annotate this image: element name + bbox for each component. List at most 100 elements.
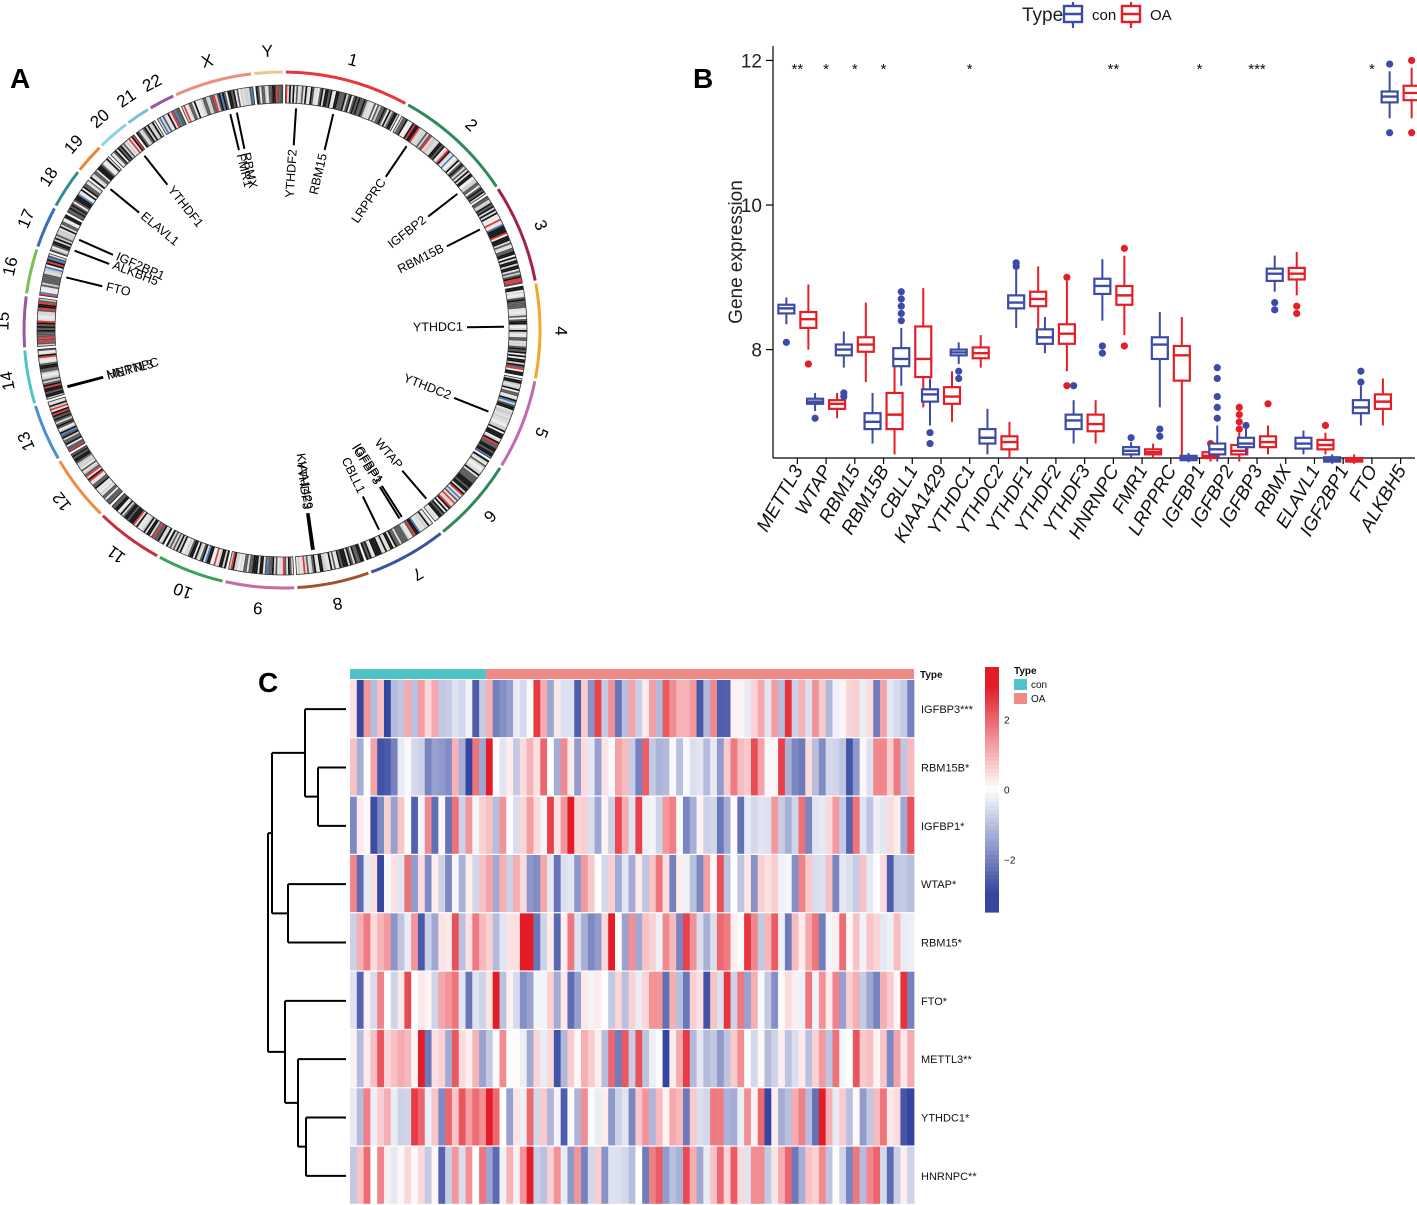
- gene-link-ALKBH5: [74, 249, 110, 265]
- chromosome-arc-1: [285, 70, 407, 105]
- box-con-IGFBP1: [1179, 452, 1198, 463]
- chromosome-label-18: 18: [36, 164, 62, 190]
- outlier-OA-METTL3: [804, 360, 812, 368]
- gene-label-HNRNPC: HNRNPC: [105, 355, 160, 382]
- gene-label-YTHDC1: YTHDC1: [413, 320, 463, 335]
- outlier-con-IGFBP2: [1213, 364, 1221, 372]
- outlier-con-RBMX: [1271, 306, 1279, 314]
- ideogram-2: [392, 115, 487, 205]
- ideogram-19: [89, 156, 122, 190]
- legend-title: Type: [1022, 5, 1063, 26]
- box-OA-YTHDC1: [971, 335, 990, 368]
- chromosome-arc-7: [370, 532, 442, 574]
- heatmap-row-RBM15*: [350, 913, 915, 971]
- outlier-con-IGFBP2: [1213, 403, 1221, 412]
- outlier-con-KIAA1429: [926, 429, 934, 437]
- chromosome-arc-5: [500, 381, 537, 467]
- outlier-OA-HNRNPC: [1120, 244, 1128, 252]
- chromosome-label-4: 4: [551, 326, 570, 336]
- box-con-RBMX: [1265, 255, 1284, 314]
- gene-label-YTHDC2: YTHDC2: [402, 371, 454, 402]
- box-con-ELAVL1: [1294, 430, 1313, 455]
- outlier-OA-IGFBP2: [1235, 418, 1243, 426]
- box-con-RBM15: [834, 331, 853, 401]
- chromosome-label-7: 7: [409, 563, 427, 584]
- box-OA-LRPPRC: [1172, 317, 1191, 458]
- row-label: IGFBP1*: [921, 821, 965, 833]
- chromosome-arc-16: [25, 248, 39, 294]
- legend-con-label: con: [1092, 7, 1116, 24]
- chromosome-label-20: 20: [86, 105, 113, 132]
- outlier-con-CBLL1: [897, 309, 905, 318]
- row-label: HNRNPC**: [921, 1171, 977, 1183]
- ideogram-22: [156, 107, 187, 136]
- box-con-CBLL1: [892, 288, 911, 386]
- heatmap-row-RBM15B*: [350, 738, 915, 796]
- heatmap-row-METTL3**: [350, 1030, 915, 1088]
- outlier-con-FTO: [1357, 367, 1365, 375]
- chromosome-label-9: 9: [252, 598, 263, 618]
- gene-link-IGFBP1: [380, 485, 403, 518]
- ideogram-6: [423, 450, 490, 522]
- ideogram-11: [111, 492, 173, 545]
- type-legend-oa-swatch: [1014, 693, 1027, 704]
- outlier-con-HNRNPC: [1098, 342, 1106, 350]
- chromosome-label-19: 19: [60, 131, 87, 158]
- legend-con-key: [1062, 2, 1084, 28]
- chromosome-arc-20: [100, 123, 127, 147]
- box-con-HNRNPC: [1093, 259, 1112, 357]
- color-scale-tick: 2: [1004, 716, 1010, 727]
- gene-label-RBM15B: RBM15B: [395, 241, 446, 276]
- significance-METTL3: **: [792, 61, 804, 78]
- box-con-WTAP: [805, 392, 825, 422]
- gene-link-YTHDC1: [466, 325, 504, 329]
- chromosome-label-Y: Y: [261, 42, 273, 62]
- chromosome-label-10: 10: [171, 579, 195, 603]
- chromosome-arc-3: [496, 188, 537, 281]
- chromosome-arc-2: [407, 103, 498, 188]
- chromosome-label-16: 16: [0, 255, 22, 278]
- outlier-OA-YTHDF2: [1063, 273, 1071, 281]
- chromosome-arc-13: [34, 405, 60, 460]
- chromosome-label-3: 3: [530, 217, 551, 233]
- row-label: FTO*: [921, 996, 948, 1008]
- ideogram-13: [47, 396, 86, 453]
- gene-label-YTHDF3: YTHDF3: [294, 460, 314, 510]
- ideogram-15: [36, 297, 58, 347]
- annotation-oa: [485, 669, 914, 679]
- y-axis-label: Gene expression: [726, 180, 747, 324]
- box-con-FTO: [1351, 367, 1371, 426]
- box-con-YTHDF3: [1064, 382, 1083, 444]
- annotation-label: Type: [920, 670, 943, 681]
- outlier-OA-IGFBP2: [1235, 411, 1243, 419]
- gene-link-HNRNPC: [66, 375, 104, 388]
- type-legend-oa-label: OA: [1031, 694, 1046, 705]
- box-con-ALKBH5: [1380, 60, 1399, 137]
- legend-oa-key: [1120, 2, 1142, 28]
- gene-label-RBM15: RBM15: [307, 152, 330, 196]
- chromosome-arc-Y: [254, 70, 283, 75]
- chromosome-arc-X: [175, 72, 252, 97]
- ideogram-4: [504, 285, 528, 377]
- box-con-YTHDC2: [978, 408, 997, 455]
- outlier-con-IGFBP2: [1213, 414, 1221, 422]
- gene-link-YTHDF2: [292, 108, 298, 146]
- gene-link-WTAP: [401, 469, 428, 500]
- outlier-OA-ELAVL1: [1321, 421, 1330, 430]
- significance-RBM15: *: [852, 61, 858, 78]
- ideogram-1: [284, 84, 400, 132]
- gene-link-FTO: [66, 276, 103, 288]
- box-OA-YTHDF1: [1029, 266, 1048, 328]
- outlier-con-CBLL1: [897, 317, 905, 325]
- ideogram-3: [471, 195, 523, 287]
- box-con-YTHDF2: [1035, 317, 1055, 354]
- chromosome-arc-9: [225, 580, 295, 590]
- box-con-IGFBP2: [1208, 364, 1227, 462]
- type-legend-con-label: con: [1031, 680, 1047, 691]
- box-OA-YTHDF2: [1057, 273, 1077, 390]
- box-OA-FTO: [1373, 378, 1393, 426]
- type-legend-con-swatch: [1014, 679, 1027, 690]
- box-OA-IGF2BP1: [1345, 454, 1364, 464]
- row-label: YTHDC1*: [921, 1113, 970, 1125]
- chromosome-arc-8: [297, 571, 369, 590]
